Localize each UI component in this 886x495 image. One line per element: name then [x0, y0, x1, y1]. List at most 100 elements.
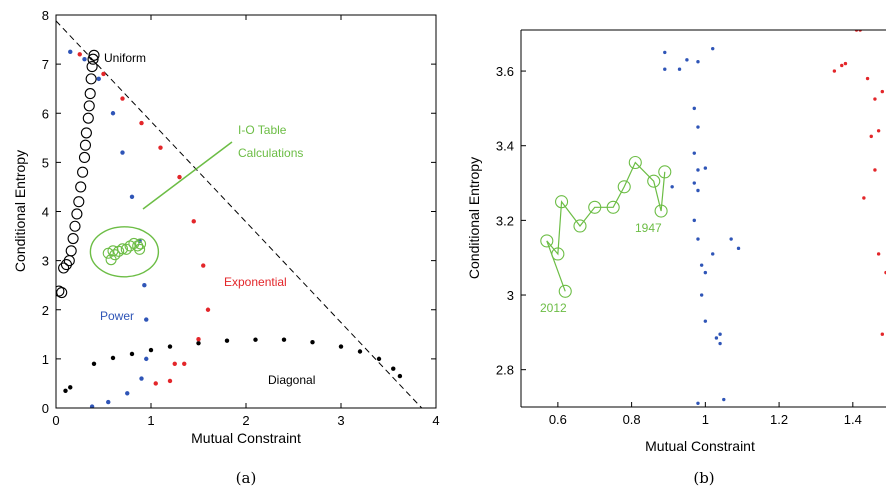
panel-b-power-point — [711, 409, 714, 412]
panel-b-annotation-1947: 1947 — [635, 221, 662, 235]
panel-a-uniform-point — [65, 245, 77, 257]
panel-b-power-point — [696, 188, 700, 193]
panel-b-ytick-label: 3.4 — [496, 139, 514, 154]
panel-a-exponential-point — [139, 120, 144, 126]
panel-b-power-point — [696, 125, 700, 129]
panel-a-xtick-label: 0 — [52, 413, 59, 428]
panel-b-power-point — [663, 50, 667, 55]
panel-a-power-point — [110, 111, 116, 116]
panel-b-ticks: 0.6 0.8 1 1.2 1.4 2.8 3 3.2 3.4 3.6 — [496, 64, 862, 427]
panel-b-ylabel: Conditional Entropy — [466, 157, 482, 279]
panel-b-power-point — [696, 237, 700, 241]
panel-a-uniform-point — [86, 61, 98, 73]
panel-a-uniform-point — [85, 73, 97, 85]
panel-a-xtick-label: 3 — [337, 413, 344, 428]
panel-a-exponential-point — [120, 96, 125, 101]
panel-b-power-point — [729, 237, 733, 241]
panel-a-diagonal-point — [167, 344, 173, 349]
panel-b-chart: 0.6 0.8 1 1.2 1.4 2.8 3 3.2 3.4 3.6 1947 2012 Mut… — [466, 29, 886, 487]
panel-a-chart: 0 1 2 3 4 0 1 2 3 4 5 6 7 8 Uniform I-O Table Calcula… — [12, 8, 440, 487]
panel-b-exponential-point — [873, 168, 877, 172]
panel-b-i-o-table-calculations-point — [588, 200, 602, 214]
panel-a-uniform-series — [56, 49, 100, 299]
panel-a-exponential-point — [201, 263, 206, 268]
panel-b-i-o-table-calculations-point — [551, 247, 565, 261]
panel-a-annotation-io-line2: Calculations — [238, 146, 303, 160]
panel-a-i-o-table-calculations-point — [135, 238, 147, 250]
panel-a-ytick-label: 0 — [42, 401, 49, 416]
panel-a-uniform-point — [82, 112, 94, 124]
panel-b-power-point — [692, 106, 696, 111]
panel-a-caption: (a) — [236, 469, 257, 487]
panel-b-exponential-point — [876, 252, 881, 256]
panel-b-i-o-table-calculations-point — [573, 219, 587, 233]
panel-b-i-o-table-calculations-point — [555, 195, 569, 209]
panel-a-diagonal-point — [196, 340, 201, 346]
panel-a-diagonal-point — [397, 373, 403, 379]
panel-a-uniform-point — [67, 232, 79, 245]
panel-a-plot-area — [56, 20, 423, 408]
panel-b-power-point — [677, 67, 682, 71]
panel-b-xlabel: Mutual Constraint — [645, 438, 755, 454]
panel-b-power-point — [692, 181, 696, 185]
panel-a-power-point — [142, 282, 147, 288]
panel-a-axes-box — [55, 14, 437, 409]
panel-a-diagonal-series — [63, 337, 403, 394]
panel-a-annotation-io-line1: I-O Table — [238, 123, 287, 137]
panel-b-power-point — [711, 46, 715, 51]
panel-a-power-point — [106, 399, 111, 405]
panel-a-power-point — [144, 356, 149, 362]
panel-a-xlabel: Mutual Constraint — [191, 430, 301, 446]
panel-a-uniform-point — [80, 127, 92, 139]
panel-a-power-point — [68, 49, 73, 55]
panel-b-exponential-point — [832, 69, 837, 73]
panel-a-ytick-label: 5 — [42, 155, 49, 170]
panel-a-exponential-series — [77, 52, 211, 386]
panel-b-i-o-table-calculations-point — [540, 234, 554, 248]
panel-a-uniform-point — [77, 166, 89, 178]
panel-a-i-o-table-calculations-point — [116, 243, 129, 255]
panel-a-ytick-label: 8 — [42, 8, 49, 23]
panel-a-uniform-point — [87, 53, 99, 65]
panel-a-uniform-point — [78, 151, 91, 164]
panel-a-annotation-io-leader — [142, 141, 233, 210]
panel-b-exponential-series — [832, 30, 886, 336]
panel-a-uniform-point — [69, 220, 81, 232]
panel-a-diagonal-point — [129, 351, 135, 357]
panel-a-diagonal-point — [357, 349, 363, 354]
panel-b-marks — [540, 30, 886, 412]
panel-a-diagonal-point — [110, 355, 116, 361]
panel-b-ytick-label: 3.6 — [496, 64, 514, 79]
panel-b-exponential-point — [876, 129, 881, 133]
panel-b-caption: (b) — [693, 469, 714, 487]
panel-b-power-point — [736, 246, 741, 251]
panel-a-ytick-label: 2 — [42, 303, 49, 318]
panel-b-xtick-label: 1.2 — [770, 412, 788, 427]
panel-a-power-point — [82, 57, 87, 62]
panel-a-ytick-label: 7 — [42, 57, 49, 72]
panel-b-power-point — [692, 218, 696, 223]
panel-a-ytick-label: 4 — [42, 205, 49, 220]
panel-b-power-point — [714, 336, 719, 340]
panel-a-annotation-power: Power — [100, 309, 134, 323]
panel-a-exponential-point — [101, 71, 106, 77]
panel-a-uniform-point — [58, 262, 70, 274]
panel-a-exponential-point — [196, 337, 201, 342]
panel-b-power-series — [663, 46, 741, 412]
panel-a-diagonal-point — [338, 344, 344, 349]
panel-b-power-point — [718, 332, 722, 336]
panel-a-xtick-label: 4 — [432, 413, 439, 428]
panel-a-ytick-label: 6 — [42, 106, 49, 121]
panel-b-i-o-table-calculations-point — [617, 180, 631, 194]
panel-a-power-series — [68, 49, 149, 408]
panel-a-exponential-point — [177, 174, 182, 180]
panel-a-uniform-point — [56, 287, 68, 299]
panel-b-power-point — [696, 401, 700, 405]
panel-a-i-o-table-calculations-point — [120, 243, 132, 255]
panel-a-i-o-table-calculations-series — [102, 237, 147, 266]
panel-a-annotation-uniform: Uniform — [104, 51, 146, 65]
panel-a-annotation-diagonal: Diagonal — [268, 373, 315, 387]
panel-a-power-point — [96, 76, 101, 82]
panel-a-uniform-point — [75, 181, 87, 193]
panel-a-diagonal-point — [148, 347, 154, 353]
